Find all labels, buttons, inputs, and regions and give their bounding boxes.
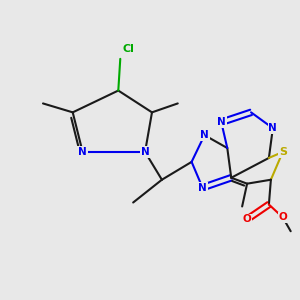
Text: O: O bbox=[278, 212, 287, 222]
Text: Cl: Cl bbox=[122, 44, 134, 54]
Text: O: O bbox=[243, 214, 251, 224]
Text: N: N bbox=[268, 123, 277, 133]
Text: N: N bbox=[78, 147, 87, 157]
Text: N: N bbox=[200, 130, 209, 140]
Text: N: N bbox=[141, 147, 149, 157]
Text: N: N bbox=[198, 183, 207, 193]
Text: S: S bbox=[279, 147, 287, 157]
Text: N: N bbox=[217, 117, 226, 127]
